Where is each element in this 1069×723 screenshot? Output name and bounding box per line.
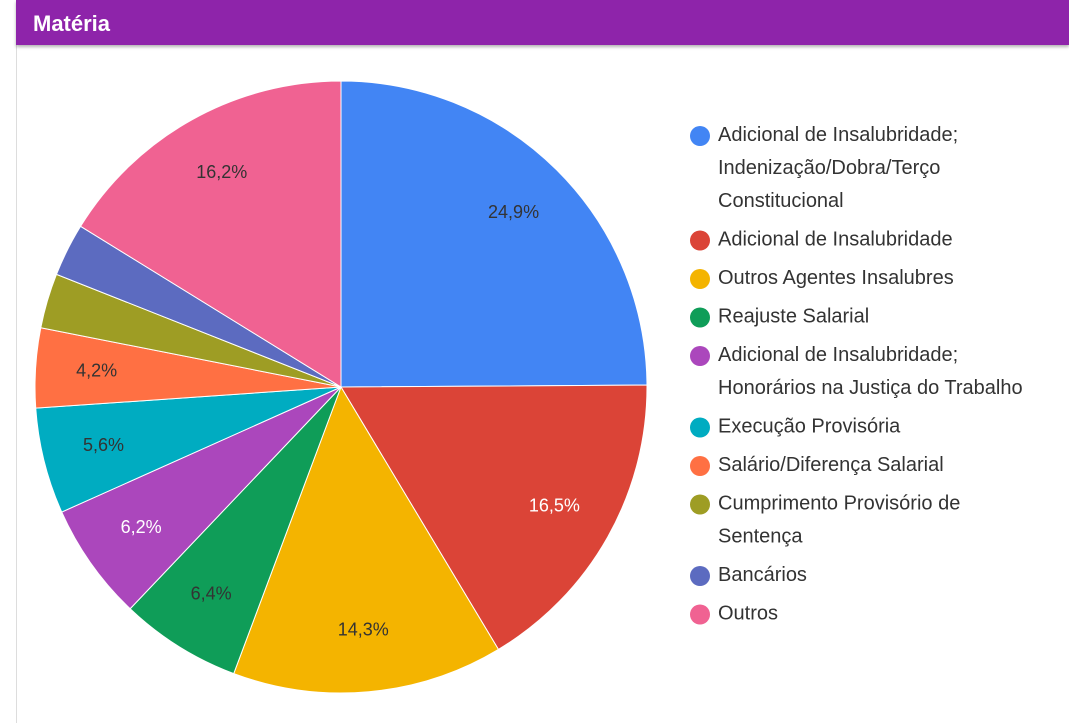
legend-line: Reajuste Salarial [718, 306, 869, 328]
legend-marker [690, 307, 710, 328]
header: Matéria [16, 0, 1069, 45]
legend-label: Adicional de Insalubridade; Honorários na… [718, 344, 1023, 399]
legend-label: Salário/Diferença Salarial [718, 454, 944, 476]
slice-label: 24,9% [488, 202, 539, 222]
pie-slice [340, 80, 648, 388]
legend-line: Cumprimento Provisório de [718, 493, 960, 515]
legend-line: Adicional de Insalubridade; [718, 124, 958, 146]
slice-label: 5,6% [83, 435, 124, 455]
pie-slice [79, 80, 342, 388]
legend-line: Adicional de Insalubridade [718, 229, 953, 251]
legend-marker [690, 494, 710, 515]
legend-label: Cumprimento Provisório de Sentença [718, 493, 960, 548]
legend-label: Outros [718, 603, 778, 625]
legend-line: Sentença [718, 526, 803, 548]
legend-label: Execução Provisória [718, 416, 901, 438]
legend-line: Execução Provisória [718, 416, 901, 438]
legend-line: Salário/Diferença Salarial [718, 454, 944, 476]
slice-label: 14,3% [338, 620, 389, 640]
legend-line: Outros Agentes Insalubres [718, 267, 954, 289]
legend-line: Constitucional [718, 190, 844, 212]
legend-line: Indenização/Dobra/Terço [718, 157, 940, 179]
legend-marker [690, 566, 710, 586]
pie-slice [61, 386, 342, 610]
slice-label: 6,2% [121, 517, 162, 537]
legend-marker [690, 456, 710, 476]
legend-marker [690, 417, 710, 438]
legend-label: Adicional de Insalubridade; Indenização/D… [718, 124, 958, 212]
pie-slice [340, 384, 648, 651]
legend-label: Outros Agentes Insalubres [718, 267, 954, 289]
slice-label: 16,2% [196, 162, 247, 182]
slice-label: 4,2% [76, 360, 117, 380]
legend-marker [690, 230, 710, 251]
legend-line: Honorários na Justiça do Trabalho [718, 377, 1023, 399]
legend-marker [690, 126, 710, 146]
panel [16, 45, 1069, 723]
header-title: Matéria [33, 11, 111, 36]
pie-slice [129, 386, 342, 675]
slice-label: 6,4% [191, 583, 232, 603]
legend-label: Reajuste Salarial [718, 306, 869, 328]
legend-marker [690, 269, 710, 289]
legend-line: Bancários [718, 564, 807, 586]
slice-label: 16,5% [529, 496, 580, 516]
legend-label: Bancários [718, 564, 807, 586]
legend-marker [690, 346, 710, 366]
legend-line: Outros [718, 603, 778, 625]
legend-marker [690, 604, 710, 625]
legend-label: Adicional de Insalubridade [718, 229, 953, 251]
pie-slice [233, 385, 500, 694]
legend-line: Adicional de Insalubridade; [718, 344, 958, 366]
